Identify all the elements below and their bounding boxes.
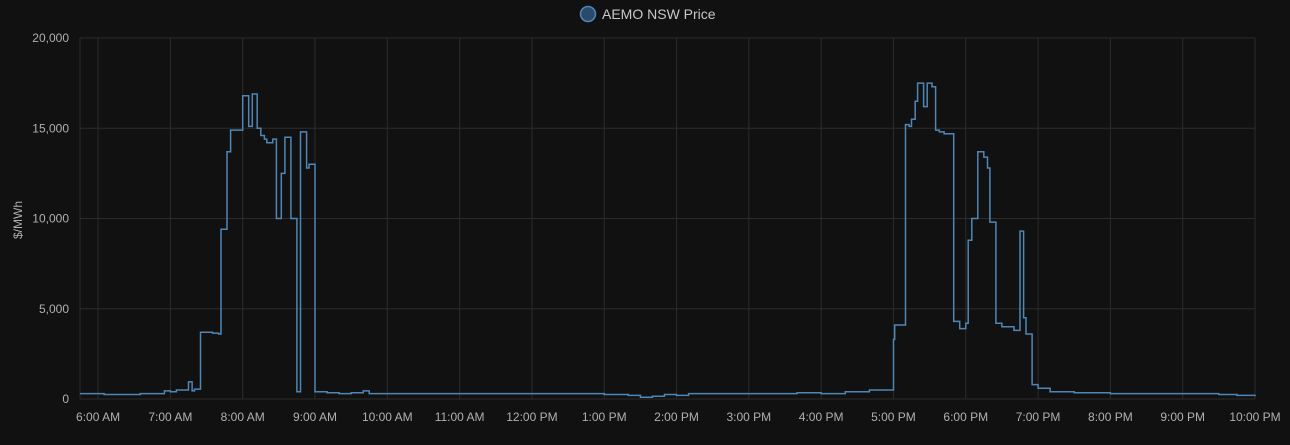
x-tick-label: 9:00 PM — [1160, 410, 1205, 424]
x-tick-label: 8:00 PM — [1088, 410, 1133, 424]
x-tick-label: 5:00 PM — [871, 410, 916, 424]
y-tick-label: 10,000 — [32, 212, 69, 226]
x-axis: 6:00 AM 7:00 AM 8:00 AM 9:00 AM 10:00 AM 11:0… — [76, 410, 1281, 424]
y-tick-label: 0 — [62, 392, 69, 406]
legend[interactable]: AEMO NSW Price — [579, 5, 716, 23]
y-tick-label: 15,000 — [32, 121, 69, 135]
x-tick-label: 6:00 AM — [76, 410, 120, 424]
y-axis-label: $/MWh — [11, 201, 25, 239]
x-tick-label: 6:00 PM — [943, 410, 988, 424]
x-tick-label: 10:00 AM — [362, 410, 413, 424]
y-tick-label: 20,000 — [32, 31, 69, 45]
x-tick-label: 10:00 PM — [1229, 410, 1280, 424]
x-tick-label: 9:00 AM — [293, 410, 337, 424]
series-layer — [80, 82, 1256, 398]
x-tick-label: 8:00 AM — [221, 410, 265, 424]
series-line-aemo-nsw-price[interactable] — [80, 82, 1256, 398]
legend-label[interactable]: AEMO NSW Price — [602, 6, 716, 22]
legend-swatch[interactable] — [579, 5, 597, 23]
x-tick-label: 4:00 PM — [799, 410, 844, 424]
x-tick-label: 7:00 AM — [148, 410, 192, 424]
x-tick-label: 12:00 PM — [506, 410, 557, 424]
y-tick-label: 5,000 — [39, 302, 69, 316]
y-axis: 0 5,000 10,000 15,000 20,000 — [32, 31, 69, 406]
x-tick-label: 11:00 AM — [435, 410, 485, 424]
x-tick-label: 2:00 PM — [654, 410, 699, 424]
x-tick-label: 7:00 PM — [1016, 410, 1061, 424]
x-tick-label: 1:00 PM — [582, 410, 627, 424]
grid — [79, 37, 1256, 400]
x-tick-label: 3:00 PM — [726, 410, 771, 424]
